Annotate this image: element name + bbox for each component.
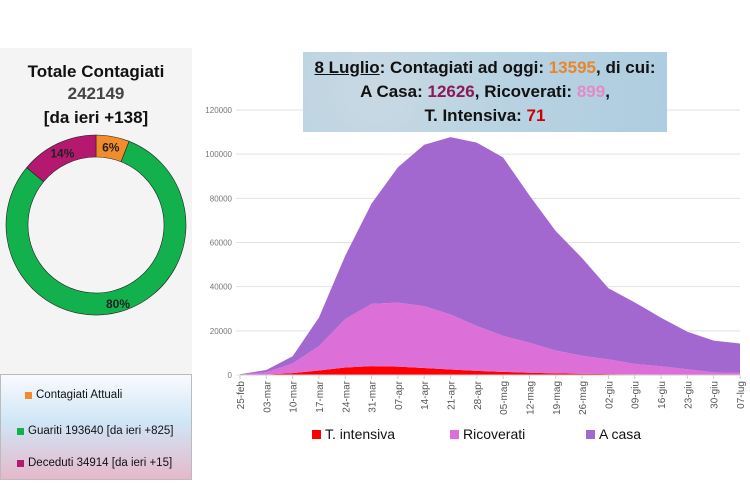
x-tick-label: 05-mag: [499, 381, 510, 415]
donut-slice: [5, 140, 187, 316]
y-tick-label: 80000: [210, 194, 233, 203]
x-tick-label: 12-mag: [525, 381, 536, 415]
legend-label: Guariti 193640 [da ieri +825]: [28, 425, 174, 437]
x-tick-label: 30-giu: [710, 381, 721, 409]
area-ricoverati: [240, 302, 740, 375]
area-t-intensiva: [240, 366, 740, 375]
icu-count: 71: [526, 106, 546, 125]
legend-swatch: [17, 459, 24, 467]
y-tick-label: 120000: [205, 106, 232, 115]
legend-label: Deceduti 34914 [da ieri +15]: [28, 457, 173, 469]
total-value: 242149: [67, 84, 125, 103]
legend-item-icu: T. intensiva: [312, 426, 395, 442]
donut-chart: 6% 80% 14%: [5, 134, 187, 316]
date: 8 Luglio: [314, 58, 380, 77]
legend-item-hosp: Ricoverati: [450, 426, 525, 442]
legend-swatch: [17, 427, 24, 435]
label: , di cui:: [596, 58, 656, 77]
label: T. Intensiva:: [424, 106, 527, 125]
label: , Ricoverati:: [474, 82, 577, 101]
y-tick-label: 100000: [205, 150, 232, 159]
legend-swatch: [25, 391, 32, 399]
x-tick-label: 07-lug: [736, 381, 747, 409]
legend-item-deceduti: Deceduti 34914 [da ieri +15]: [17, 457, 172, 469]
legend-swatch: [450, 429, 459, 439]
x-tick-label: 23-giu: [683, 381, 694, 409]
legend-swatch: [586, 429, 595, 439]
x-tick-label: 09-giu: [631, 381, 642, 409]
y-tick-label: 60000: [210, 239, 233, 248]
y-tick-label: 40000: [210, 283, 233, 292]
donut-label: 80%: [106, 297, 130, 311]
hosp-count: 899: [576, 82, 606, 101]
x-tick-label: 24-mar: [341, 380, 352, 412]
x-tick-label: 28-apr: [473, 380, 484, 410]
summary-panel: 6% 80% 14% Totale Contagiati 242149 [da ie…: [0, 48, 192, 480]
legend-label: T. intensiva: [325, 426, 396, 442]
x-tick-label: 25-feb: [236, 381, 247, 410]
label: : Contagiati ad oggi:: [379, 58, 549, 77]
legend-item-home: A casa: [586, 426, 641, 442]
x-tick-label: 10-mar: [289, 380, 300, 412]
x-tick-label: 02-giu: [604, 381, 615, 409]
legend-swatch: [312, 429, 321, 439]
current-count: 13595: [548, 58, 596, 77]
x-tick-label: 14-apr: [420, 380, 431, 410]
home-count: 12626: [427, 82, 475, 101]
x-tick-label: 16-giu: [657, 381, 668, 409]
x-tick-label: 07-apr: [394, 380, 405, 410]
donut-slice: [26, 134, 97, 183]
legend-label: A casa: [599, 426, 642, 442]
legend-item-guariti: Guariti 193640 [da ieri +825]: [17, 425, 173, 437]
total-title: Totale Contagiati: [27, 62, 165, 81]
area-a-casa: [240, 137, 740, 375]
y-tick-label: 0: [228, 371, 233, 380]
legend-label: Contagiati Attuali: [36, 389, 123, 401]
donut-legend: Contagiati Attuali Guariti 193640 [da ie…: [0, 374, 192, 480]
x-tick-label: 17-mar: [315, 380, 326, 412]
legend-label: Ricoverati: [463, 426, 526, 442]
x-tick-label: 31-mar: [368, 380, 379, 412]
x-tick-label: 26-mag: [578, 381, 589, 415]
x-tick-label: 03-mar: [262, 380, 273, 412]
total-delta: [da ieri +138]: [43, 108, 149, 127]
daily-summary-banner: 8 Luglio: Contagiati ad oggi: 13595, di …: [303, 52, 667, 132]
donut-label: 6%: [102, 140, 120, 154]
label: ,: [605, 82, 610, 101]
label: A Casa:: [360, 82, 428, 101]
legend-item-attuali: Contagiati Attuali: [25, 389, 122, 401]
x-tick-label: 19-mag: [552, 381, 563, 415]
y-tick-label: 20000: [210, 327, 233, 336]
donut-label: 14%: [50, 147, 74, 161]
x-tick-label: 21-apr: [447, 380, 458, 410]
